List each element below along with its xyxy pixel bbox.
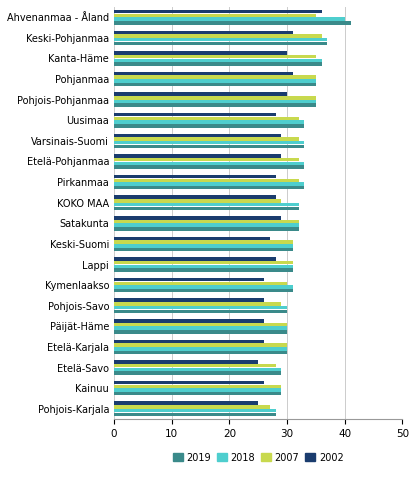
Bar [114, 182, 305, 186]
Bar [114, 21, 351, 25]
Bar [114, 265, 293, 268]
Bar [114, 237, 270, 240]
Bar [114, 388, 281, 392]
Bar [114, 402, 258, 405]
Bar [114, 141, 305, 144]
Bar [114, 30, 293, 34]
Bar [114, 104, 316, 107]
Bar [114, 347, 287, 351]
Bar [114, 412, 275, 416]
Bar [114, 302, 281, 306]
Bar [114, 14, 316, 17]
Bar [114, 186, 305, 190]
Bar [114, 257, 275, 261]
Bar [114, 392, 281, 395]
Bar [114, 158, 299, 162]
Bar [114, 58, 322, 62]
Bar [114, 10, 322, 13]
Bar [114, 62, 322, 66]
Bar [114, 340, 264, 343]
Bar [114, 285, 293, 289]
Bar [114, 219, 299, 223]
Bar [114, 278, 264, 281]
Legend: 2019, 2018, 2007, 2002: 2019, 2018, 2007, 2002 [169, 449, 347, 466]
Bar [114, 120, 305, 124]
Bar [114, 216, 281, 219]
Bar [114, 384, 281, 388]
Bar [114, 100, 316, 103]
Bar [114, 165, 305, 169]
Bar [114, 351, 287, 355]
Bar [114, 381, 264, 384]
Bar [114, 76, 316, 79]
Bar [114, 145, 305, 148]
Bar [114, 289, 293, 293]
Bar [114, 137, 299, 141]
Bar [114, 364, 275, 367]
Bar [114, 281, 287, 285]
Bar [114, 154, 281, 158]
Bar [114, 223, 299, 227]
Bar [114, 134, 281, 137]
Bar [114, 195, 275, 199]
Bar [114, 405, 270, 409]
Bar [114, 17, 345, 21]
Bar [114, 96, 316, 100]
Bar [114, 199, 281, 203]
Bar [114, 299, 264, 302]
Bar [114, 162, 305, 165]
Bar [114, 371, 281, 375]
Bar [114, 34, 322, 38]
Bar [114, 368, 281, 371]
Bar [114, 55, 316, 58]
Bar [114, 92, 287, 96]
Bar [114, 330, 287, 334]
Bar [114, 72, 293, 75]
Bar [114, 240, 293, 244]
Bar [114, 79, 316, 82]
Bar [114, 323, 287, 326]
Bar [114, 309, 287, 313]
Bar [114, 261, 293, 265]
Bar [114, 124, 305, 128]
Bar [114, 269, 293, 272]
Bar [114, 227, 299, 231]
Bar [114, 207, 299, 210]
Bar [114, 113, 275, 116]
Bar [114, 179, 299, 182]
Bar [114, 319, 264, 323]
Bar [114, 83, 316, 86]
Bar [114, 306, 287, 309]
Bar [114, 244, 293, 247]
Bar [114, 51, 287, 55]
Bar [114, 409, 275, 412]
Bar [114, 248, 293, 251]
Bar [114, 175, 275, 178]
Bar [114, 360, 258, 364]
Bar [114, 203, 299, 206]
Bar [114, 38, 327, 41]
Bar [114, 42, 327, 45]
Bar [114, 117, 299, 120]
Bar [114, 343, 287, 347]
Bar [114, 327, 287, 330]
